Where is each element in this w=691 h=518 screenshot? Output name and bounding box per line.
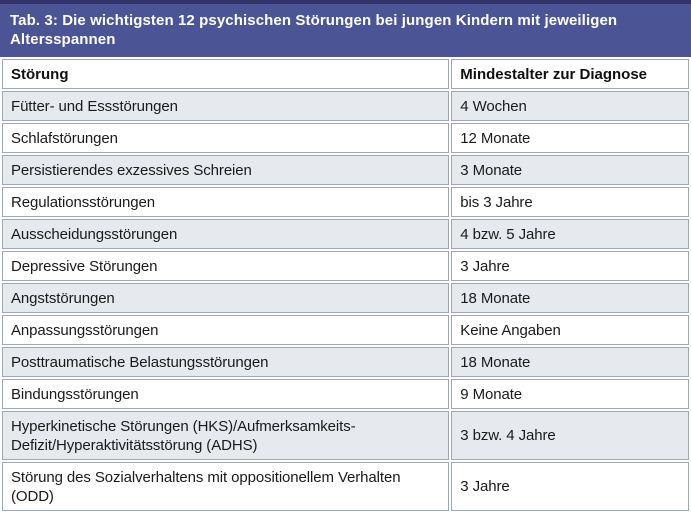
- table-row: Regulationsstörungen bis 3 Jahre: [2, 187, 689, 217]
- table-title-bar: Tab. 3: Die wichtigsten 12 psychischen S…: [0, 0, 691, 57]
- table-row: Posttraumatische Belastungsstörungen 18 M…: [2, 347, 689, 377]
- table-header-row: Störung Mindestalter zur Diagnose: [2, 59, 689, 89]
- table-row: Bindungsstörungen 9 Monate: [2, 379, 689, 409]
- disorder-cell: Bindungsstörungen: [2, 379, 450, 409]
- table-row: Ausscheidungsstörungen 4 bzw. 5 Jahre: [2, 219, 689, 249]
- disorder-cell: Anpassungsstörungen: [2, 315, 450, 345]
- disorder-cell: Depressive Störungen: [2, 251, 450, 281]
- min-age-cell: 12 Monate: [451, 123, 689, 153]
- table-row: Hyperkinetische Störungen (HKS)/Aufmerks…: [2, 411, 689, 460]
- table-title: Tab. 3: Die wichtigsten 12 psychischen S…: [10, 12, 618, 48]
- table-row: Fütter- und Essstörungen 4 Wochen: [2, 91, 689, 121]
- min-age-cell: 4 Wochen: [451, 91, 689, 121]
- min-age-cell: 18 Monate: [451, 347, 689, 377]
- column-header-min-age: Mindestalter zur Diagnose: [451, 59, 689, 89]
- disorder-cell: Ausscheidungsstörungen: [2, 219, 450, 249]
- disorder-cell: Störung des Sozialverhaltens mit opposit…: [2, 462, 450, 511]
- min-age-cell: 3 Monate: [451, 155, 689, 185]
- disorders-table: Störung Mindestalter zur Diagnose Fütter…: [0, 57, 691, 513]
- table-row: Persistierendes exzessives Schreien 3 Mon…: [2, 155, 689, 185]
- min-age-cell: 9 Monate: [451, 379, 689, 409]
- table-row: Anpassungsstörungen Keine Angaben: [2, 315, 689, 345]
- disorder-cell: Angststörungen: [2, 283, 450, 313]
- table-row: Schlafstörungen 12 Monate: [2, 123, 689, 153]
- table-row: Depressive Störungen 3 Jahre: [2, 251, 689, 281]
- min-age-cell: 4 bzw. 5 Jahre: [451, 219, 689, 249]
- disorder-cell: Schlafstörungen: [2, 123, 450, 153]
- table-row: Angststörungen 18 Monate: [2, 283, 689, 313]
- min-age-cell: 3 bzw. 4 Jahre: [451, 411, 689, 460]
- disorder-cell: Hyperkinetische Störungen (HKS)/Aufmerks…: [2, 411, 450, 460]
- disorder-cell: Regulationsstörungen: [2, 187, 450, 217]
- min-age-cell: bis 3 Jahre: [451, 187, 689, 217]
- min-age-cell: 3 Jahre: [451, 462, 689, 511]
- disorder-cell: Fütter- und Essstörungen: [2, 91, 450, 121]
- table-row: Störung des Sozialverhaltens mit opposit…: [2, 462, 689, 511]
- table-body: Fütter- und Essstörungen 4 Wochen Schlafst…: [2, 91, 689, 511]
- disorder-cell: Persistierendes exzessives Schreien: [2, 155, 450, 185]
- min-age-cell: 3 Jahre: [451, 251, 689, 281]
- min-age-cell: Keine Angaben: [451, 315, 689, 345]
- disorder-cell: Posttraumatische Belastungsstörungen: [2, 347, 450, 377]
- min-age-cell: 18 Monate: [451, 283, 689, 313]
- column-header-disorder: Störung: [2, 59, 450, 89]
